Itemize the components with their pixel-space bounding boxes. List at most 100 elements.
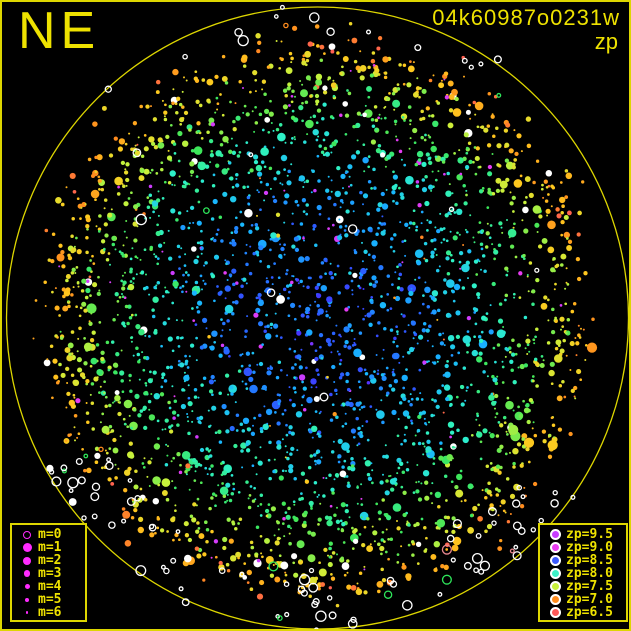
data-point: [335, 519, 341, 524]
data-point: [333, 273, 337, 276]
data-point: [521, 437, 525, 441]
data-point: [395, 138, 399, 142]
data-point: [494, 381, 499, 386]
data-point: [334, 388, 338, 393]
data-point: [309, 116, 312, 119]
data-point: [245, 112, 250, 117]
data-point: [459, 267, 462, 270]
data-point: [482, 370, 486, 374]
legend-marker-icon: [544, 581, 566, 592]
data-point: [112, 317, 116, 322]
data-point: [478, 221, 482, 224]
data-point: [150, 168, 154, 172]
data-point: [205, 447, 209, 451]
legend-row: m=0: [16, 527, 81, 542]
data-point: [209, 161, 212, 164]
data-point: [172, 88, 175, 91]
data-point: [67, 300, 70, 303]
data-point: [179, 286, 182, 290]
data-point: [269, 573, 275, 578]
data-point: [400, 195, 405, 200]
data-point: [150, 393, 153, 395]
data-point: [206, 473, 209, 476]
data-point: [340, 502, 346, 508]
data-point: [465, 193, 468, 197]
data-point: [134, 144, 137, 147]
data-point: [163, 241, 166, 244]
data-point: [276, 615, 283, 622]
data-point: [179, 336, 183, 340]
data-point: [244, 208, 253, 218]
legend-marker-icon: [544, 568, 566, 579]
data-point: [415, 541, 422, 547]
data-point: [405, 175, 414, 185]
data-point: [396, 434, 400, 438]
data-point: [279, 537, 282, 540]
data-point: [541, 237, 548, 244]
data-point: [153, 328, 158, 333]
data-point: [196, 497, 200, 501]
data-point: [245, 141, 249, 144]
data-point: [125, 162, 130, 167]
data-point: [465, 151, 469, 155]
data-point: [100, 239, 106, 244]
data-point: [344, 412, 347, 415]
data-point: [264, 108, 270, 114]
data-point: [453, 283, 461, 291]
data-point: [255, 307, 261, 313]
data-point: [195, 529, 200, 534]
data-point: [498, 221, 503, 226]
data-point: [92, 121, 98, 127]
data-point: [584, 343, 588, 347]
data-point: [189, 514, 194, 518]
data-point: [565, 172, 573, 180]
data-point: [344, 284, 350, 290]
data-point: [344, 508, 349, 514]
data-point: [265, 556, 274, 564]
data-point: [298, 256, 305, 263]
data-point: [339, 358, 343, 362]
data-point: [310, 386, 313, 389]
data-point: [140, 154, 145, 158]
data-point: [286, 174, 289, 177]
data-point: [329, 115, 334, 119]
data-point: [60, 249, 65, 255]
data-point: [399, 530, 403, 534]
data-point: [512, 499, 521, 508]
data-point: [312, 227, 316, 231]
data-point: [185, 79, 188, 82]
data-point: [380, 538, 385, 542]
data-point: [443, 515, 448, 520]
data-point: [497, 546, 503, 551]
data-point: [504, 511, 507, 514]
data-point: [301, 380, 304, 384]
data-point: [250, 431, 256, 436]
data-point: [161, 295, 165, 298]
data-point: [460, 500, 463, 503]
data-point: [217, 484, 220, 487]
data-point: [370, 295, 374, 299]
data-point: [337, 460, 341, 464]
data-point: [259, 177, 261, 180]
data-point: [328, 316, 331, 319]
data-point: [229, 241, 232, 245]
data-point: [407, 400, 411, 403]
data-point: [458, 278, 462, 282]
data-point: [510, 368, 514, 372]
data-point: [230, 474, 234, 477]
data-point: [180, 403, 186, 410]
data-point: [155, 79, 161, 85]
data-point: [114, 292, 119, 297]
data-point: [183, 264, 187, 267]
data-point: [499, 180, 508, 189]
data-point: [446, 279, 455, 288]
data-point: [214, 494, 218, 497]
data-point: [196, 121, 201, 126]
data-point: [425, 328, 430, 333]
data-point: [88, 321, 93, 326]
data-point: [463, 201, 468, 206]
data-point: [187, 396, 191, 400]
data-point: [306, 329, 313, 336]
data-point: [121, 293, 123, 295]
data-point: [331, 223, 335, 227]
